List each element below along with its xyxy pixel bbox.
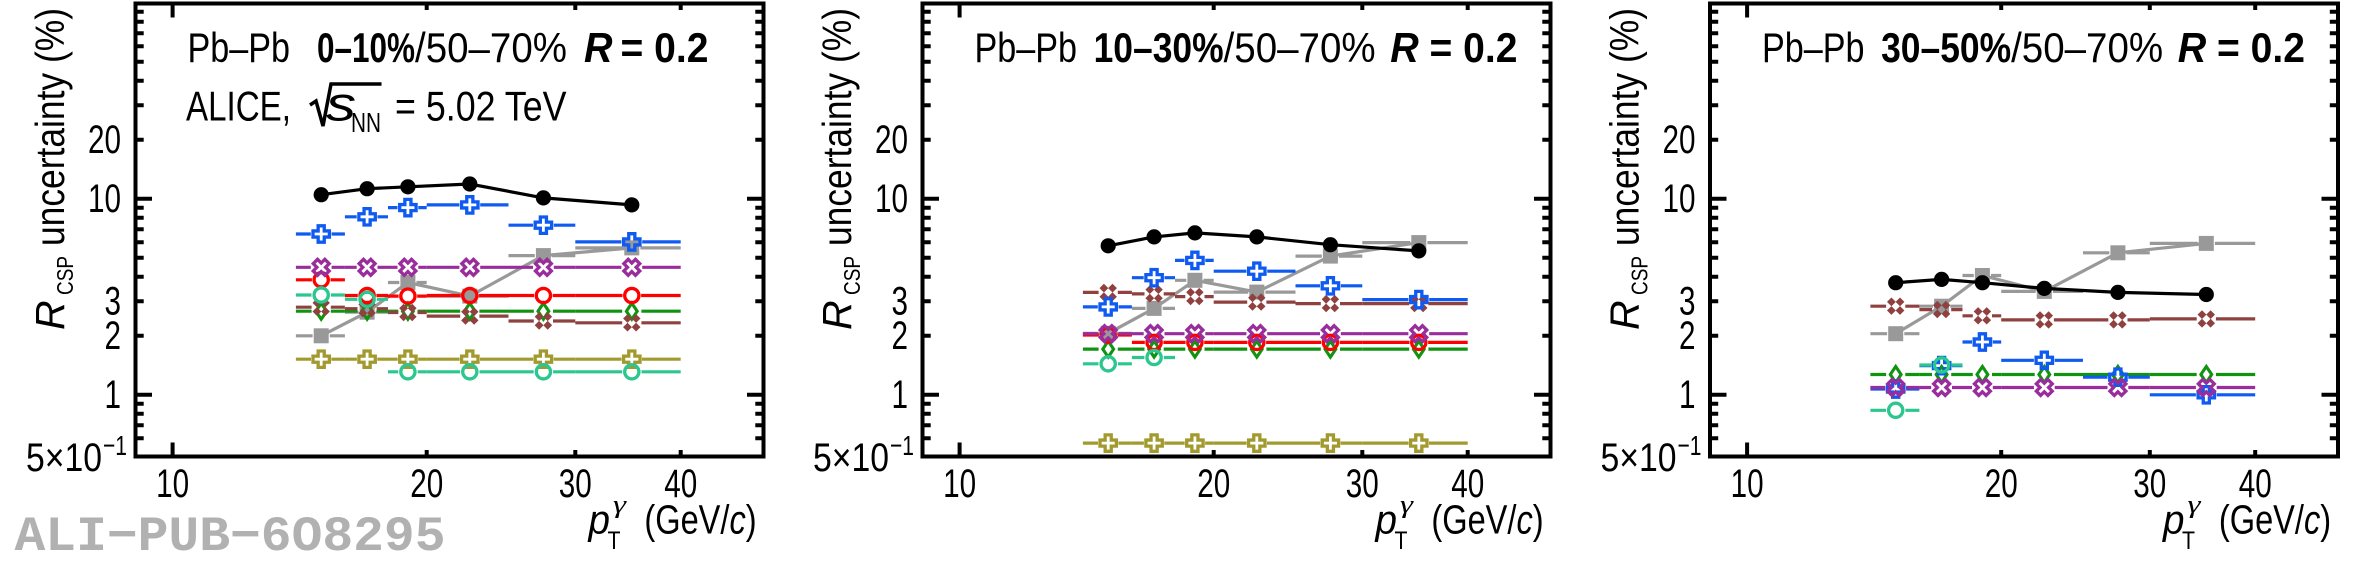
svg-text:20: 20 [1197, 462, 1230, 506]
svg-text:30: 30 [2133, 462, 2166, 506]
svg-text:2: 2 [105, 314, 122, 358]
svg-text:= 0.2: = 0.2 [1430, 24, 1518, 71]
svg-text:(GeV/c): (GeV/c) [2219, 497, 2331, 543]
svg-text:20: 20 [88, 118, 121, 162]
svg-text:Pb–Pb: Pb–Pb [188, 24, 291, 71]
svg-text:/50–70%: /50–70% [2011, 24, 2163, 71]
svg-text:30: 30 [559, 462, 592, 506]
svg-text:10: 10 [1731, 462, 1764, 506]
svg-text:30–50%: 30–50% [1881, 24, 2011, 71]
svg-text:γ: γ [2188, 492, 2203, 519]
svg-text:−1: −1 [1678, 430, 1702, 461]
svg-text:−1: −1 [103, 430, 127, 461]
svg-text:s: s [326, 79, 356, 132]
svg-text:uncertainty (%): uncertainty (%) [1602, 8, 1648, 246]
svg-text:3: 3 [105, 280, 122, 324]
svg-text:R: R [1390, 24, 1419, 71]
svg-text:R: R [2178, 24, 2207, 71]
svg-text:20: 20 [1663, 118, 1696, 162]
svg-text:20: 20 [875, 118, 908, 162]
svg-text:p: p [2161, 497, 2184, 543]
svg-text:NN: NN [351, 107, 381, 138]
svg-text:T: T [608, 527, 621, 555]
svg-text:/50–70%: /50–70% [1224, 24, 1376, 71]
svg-text:10: 10 [943, 462, 976, 506]
svg-text:1: 1 [892, 373, 909, 417]
svg-text:2: 2 [1679, 314, 1696, 358]
svg-text:0–10%: 0–10% [317, 24, 415, 71]
svg-text:γ: γ [613, 492, 628, 519]
svg-text:R: R [814, 300, 860, 330]
svg-text:40: 40 [2239, 462, 2272, 506]
svg-text:CSP: CSP [1627, 256, 1653, 295]
svg-text:10: 10 [156, 462, 189, 506]
svg-text:10–30%: 10–30% [1094, 24, 1224, 71]
svg-text:T: T [2182, 527, 2195, 555]
svg-text:ALI−PUB−6O8295: ALI−PUB−6O8295 [15, 509, 446, 562]
svg-text:(GeV/c): (GeV/c) [1431, 497, 1543, 543]
svg-text:10: 10 [875, 177, 908, 221]
svg-text:= 5.02 TeV: = 5.02 TeV [395, 83, 567, 130]
svg-text:5×10: 5×10 [1601, 436, 1677, 480]
svg-text:−1: −1 [890, 430, 914, 461]
svg-text:CSP: CSP [52, 256, 78, 295]
svg-text:Pb–Pb: Pb–Pb [975, 24, 1078, 71]
svg-text:uncertainty (%): uncertainty (%) [27, 8, 73, 246]
svg-text:Pb–Pb: Pb–Pb [1762, 24, 1865, 71]
svg-text:10: 10 [88, 177, 121, 221]
svg-text:20: 20 [1985, 462, 2018, 506]
svg-text:CSP: CSP [839, 256, 865, 295]
svg-text:5×10: 5×10 [813, 436, 889, 480]
svg-text:uncertainty (%): uncertainty (%) [814, 8, 860, 246]
svg-text:20: 20 [410, 462, 443, 506]
svg-text:3: 3 [1679, 280, 1696, 324]
svg-text:(GeV/c): (GeV/c) [644, 497, 756, 543]
svg-text:γ: γ [1400, 492, 1415, 519]
svg-text:10: 10 [1663, 177, 1696, 221]
svg-text:p: p [587, 497, 610, 543]
svg-text:40: 40 [1451, 462, 1484, 506]
svg-text:p: p [1374, 497, 1397, 543]
svg-text:T: T [1395, 527, 1408, 555]
svg-text:R: R [584, 24, 613, 71]
svg-text:R: R [1602, 300, 1648, 330]
svg-text:3: 3 [892, 280, 909, 324]
svg-text:1: 1 [105, 373, 122, 417]
svg-text:30: 30 [1346, 462, 1379, 506]
svg-text:2: 2 [892, 314, 909, 358]
svg-text:5×10: 5×10 [26, 436, 102, 480]
svg-text:= 0.2: = 0.2 [2217, 24, 2305, 71]
svg-text:R: R [27, 300, 73, 330]
svg-text:/50–70%: /50–70% [415, 24, 567, 71]
svg-text:= 0.2: = 0.2 [621, 24, 709, 71]
svg-text:1: 1 [1679, 373, 1696, 417]
svg-text:40: 40 [664, 462, 697, 506]
svg-text:ALICE,: ALICE, [186, 83, 291, 130]
